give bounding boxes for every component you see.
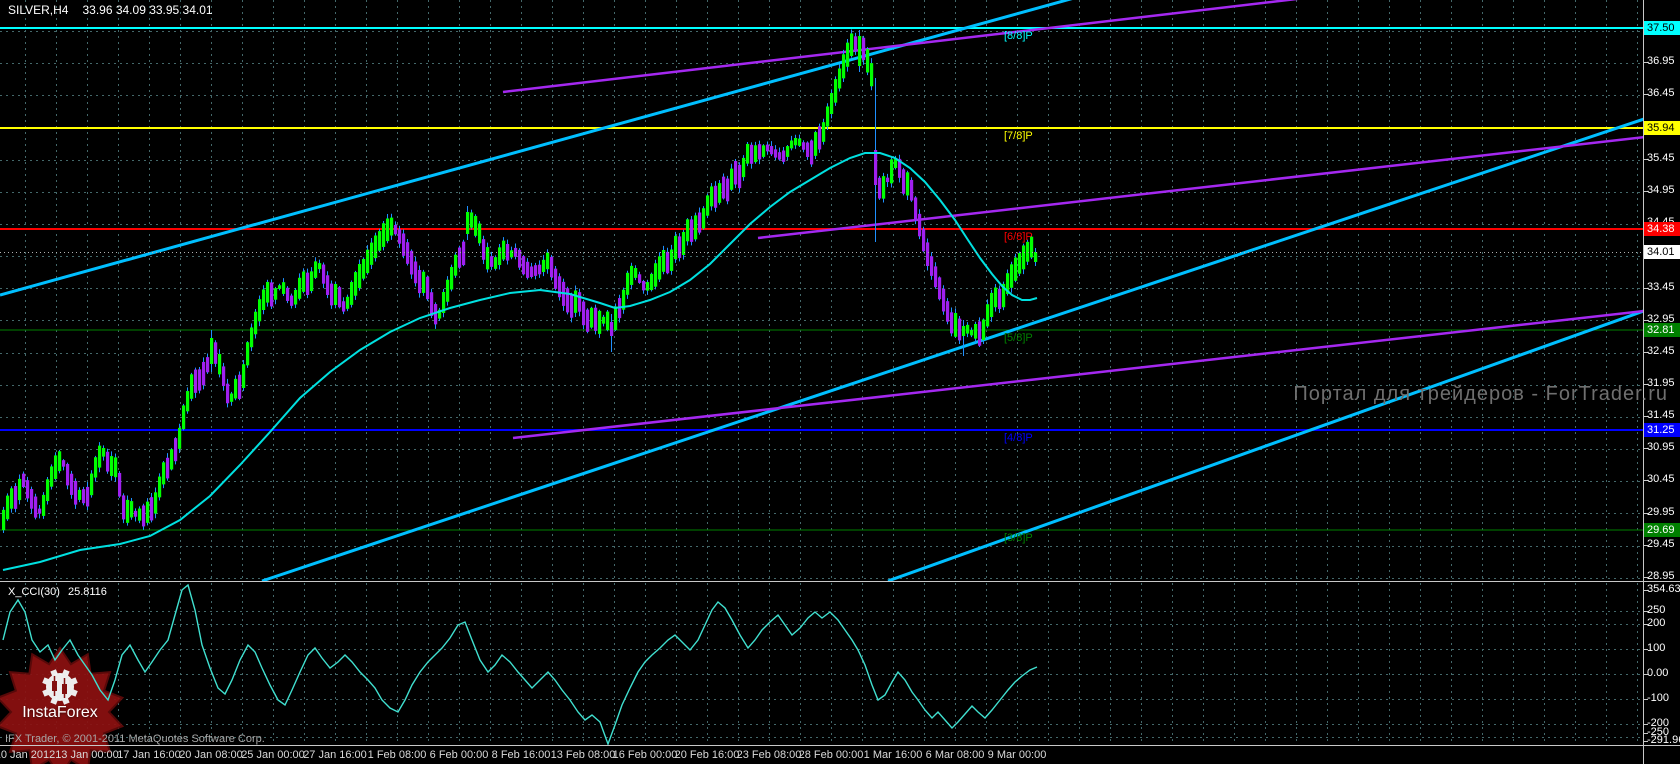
indicator-value: 25.8116 [67, 586, 107, 598]
cci-axis-label: -100 [1647, 692, 1670, 704]
price-axis-label: 32.45 [1647, 345, 1675, 357]
price-axis-label: 35.45 [1647, 152, 1675, 164]
time-axis-label: 9 Mar 00:00 [987, 749, 1047, 761]
time-axis-label: 8 Feb 16:00 [491, 749, 551, 761]
price-axis-label: 29.45 [1647, 538, 1675, 550]
trendlines [0, 0, 1643, 581]
time-axis-label: 13 Jan 00:00 [55, 749, 119, 761]
price-axis-label: 31.45 [1647, 409, 1675, 421]
time-axis-label: 13 Feb 08:00 [550, 749, 616, 761]
indicator-label: X_CCI(30) 25.8116 [8, 586, 107, 598]
bid-price-box: 34.01 [1644, 245, 1680, 259]
ohlc-values: 33.96 34.09 33.95 34.01 [82, 3, 213, 17]
cci-axis-label: 0.00 [1647, 667, 1669, 679]
time-axis-label: 20 Jan 08:00 [179, 749, 243, 761]
copyright-text: IFX Trader, © 2001-2011 MetaQuotes Softw… [5, 733, 265, 745]
price-axis-label: 36.45 [1647, 87, 1675, 99]
symbol-period-label: SILVER,H4 [8, 3, 69, 17]
price-level-box: 34.38 [1644, 222, 1680, 236]
time-axis-label: 1 Mar 16:00 [863, 749, 923, 761]
cci-axis-label: -200 [1647, 717, 1670, 729]
candles [2, 29, 1038, 534]
price-axis-label: 33.45 [1647, 281, 1675, 293]
cci-axis-label: 100 [1647, 642, 1666, 654]
time-axis-label: 1 Feb 08:00 [367, 749, 427, 761]
murrey-level-label: [5/8]P [1004, 332, 1033, 344]
instaforex-logo-text: InstaForex [22, 704, 98, 721]
murrey-level-label: [6/8]P [1004, 231, 1033, 243]
time-axis-label: 27 Jan 16:00 [303, 749, 367, 761]
murrey-level-label: [3/8]P [1004, 532, 1033, 544]
watermark-text: Портал для трейдеров - ForTrader.ru [1293, 383, 1668, 405]
cci-axis-label: 250 [1647, 604, 1666, 616]
price-level-box: 29.69 [1644, 523, 1680, 537]
moving-average-line [2, 152, 1038, 571]
price-axis-label: 34.95 [1647, 184, 1675, 196]
price-axis-label: 28.95 [1647, 570, 1675, 582]
murrey-level-label: [4/8]P [1004, 432, 1033, 444]
price-axis-label: 29.95 [1647, 506, 1675, 518]
cci-axis-label: -291.9670 [1647, 734, 1680, 746]
price-level-box: 35.94 [1644, 121, 1680, 135]
time-axis-label: 10 Jan 2012 [0, 749, 56, 761]
price-axis-label: 36.95 [1647, 55, 1675, 67]
time-axis-label: 20 Feb 16:00 [674, 749, 740, 761]
price-axis-label: 32.95 [1647, 313, 1675, 325]
cci-axis-label: 354.6310 [1647, 583, 1680, 595]
murrey-level-lines [0, 27, 1643, 531]
price-level-box: 31.25 [1644, 423, 1680, 437]
chart-title: SILVER,H4 33.96 34.09 33.95 34.01 [8, 3, 213, 17]
time-axis-label: 17 Jan 16:00 [117, 749, 181, 761]
price-axis-label: 30.95 [1647, 441, 1675, 453]
time-axis-label: 28 Feb 00:00 [798, 749, 864, 761]
time-axis-label: 23 Feb 08:00 [736, 749, 802, 761]
instaforex-logo [0, 646, 125, 764]
murrey-level-label: [7/8]P [1004, 130, 1033, 142]
murrey-level-label: [8/8]P [1004, 30, 1033, 42]
price-level-box: 32.81 [1644, 323, 1680, 337]
cci-axis-label: 200 [1647, 617, 1666, 629]
time-axis-label: 6 Feb 00:00 [429, 749, 489, 761]
cci-indicator-line [2, 583, 1038, 745]
price-level-box: 37.50 [1644, 21, 1680, 35]
time-axis-label: 25 Jan 00:00 [241, 749, 305, 761]
indicator-name: X_CCI(30) [8, 586, 60, 598]
cci-axis-label: -250 [1647, 726, 1670, 738]
price-axis-label: 31.95 [1647, 377, 1675, 389]
time-axis-label: 16 Feb 00:00 [612, 749, 678, 761]
grid-layer [0, 0, 1643, 745]
time-axis-label: 6 Mar 08:00 [925, 749, 985, 761]
price-axis-label: 30.45 [1647, 473, 1675, 485]
gear-candles-icon [42, 669, 78, 705]
